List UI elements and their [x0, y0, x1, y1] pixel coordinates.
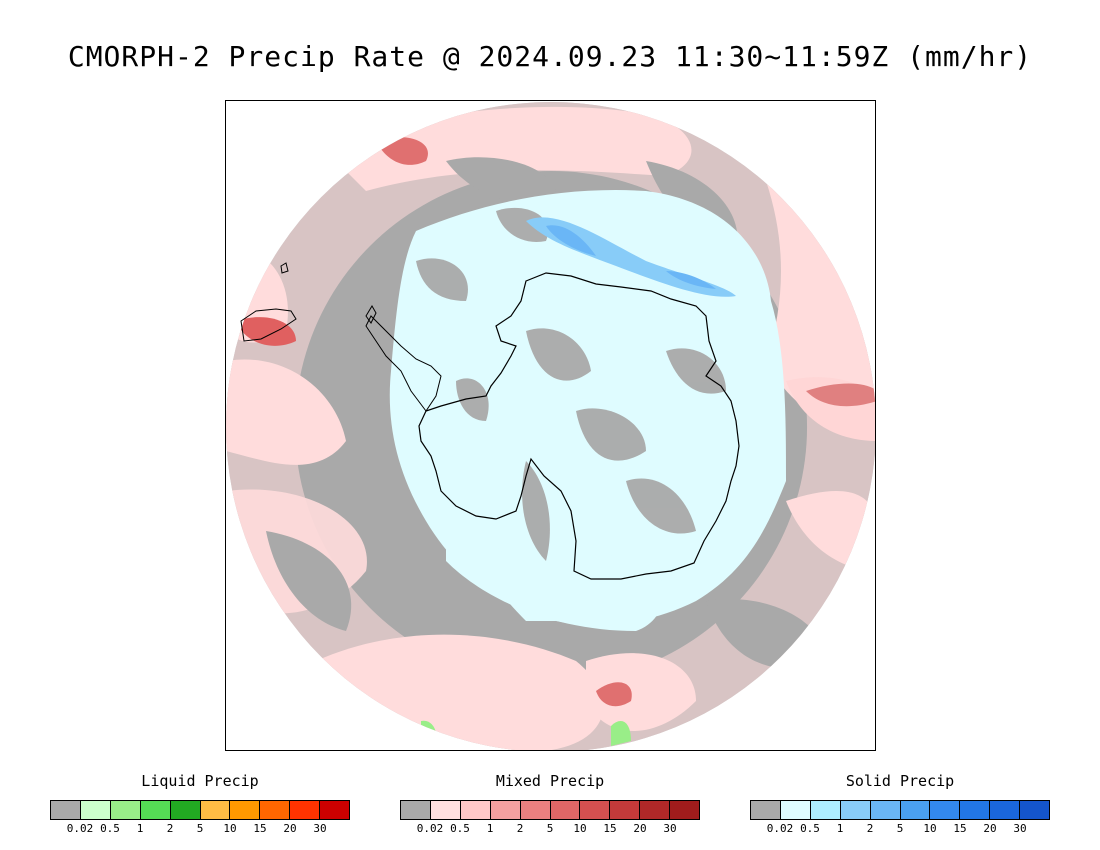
- tick-labels: 0.02 0.5 1 2 5 10 15 20 30: [750, 822, 1050, 836]
- color-swatch: [259, 801, 290, 819]
- color-swatch: [959, 801, 990, 819]
- color-swatch: [199, 801, 230, 819]
- tick-label: 20: [283, 822, 297, 835]
- tick-label: 10: [923, 822, 937, 835]
- color-swatch: [579, 801, 610, 819]
- color-swatch: [429, 801, 460, 819]
- tick-label: 15: [253, 822, 267, 835]
- tick-label: 30: [1013, 822, 1027, 835]
- color-swatch: [489, 801, 520, 819]
- legend-mixed: Mixed Precip 0.02 0.5 1 2 5 10 15 20 30: [400, 772, 700, 836]
- color-swatch: [79, 801, 110, 819]
- tick-label: 1: [486, 822, 494, 835]
- tick-label: 0.5: [450, 822, 470, 835]
- color-swatch: [809, 801, 840, 819]
- tick-label: 20: [983, 822, 997, 835]
- tick-label: 30: [663, 822, 677, 835]
- tick-label: 0.5: [800, 822, 820, 835]
- tick-label: 5: [546, 822, 554, 835]
- color-swatch: [751, 801, 780, 819]
- color-swatch: [609, 801, 640, 819]
- tick-labels: 0.02 0.5 1 2 5 10 15 20 30: [400, 822, 700, 836]
- tick-label: 15: [953, 822, 967, 835]
- color-swatch: [289, 801, 320, 819]
- tick-label: 5: [196, 822, 204, 835]
- tick-label: 2: [166, 822, 174, 835]
- tick-label: 1: [836, 822, 844, 835]
- color-swatch: [989, 801, 1020, 819]
- color-swatch: [929, 801, 960, 819]
- color-swatch: [779, 801, 810, 819]
- tick-label: 2: [866, 822, 874, 835]
- color-swatch: [401, 801, 430, 819]
- tick-label: 1: [136, 822, 144, 835]
- color-swatch: [869, 801, 900, 819]
- legend-title: Liquid Precip: [141, 772, 259, 790]
- tick-label: 0.02: [66, 822, 94, 835]
- tick-labels: 0.02 0.5 1 2 5 10 15 20 30: [50, 822, 350, 836]
- color-swatch: [109, 801, 140, 819]
- color-swatch: [899, 801, 930, 819]
- tick-label: 0.02: [766, 822, 794, 835]
- tick-label: 30: [313, 822, 327, 835]
- legend-liquid: Liquid Precip 0.02 0.5 1 2 5 10 15 20 30: [50, 772, 350, 836]
- tick-label: 0.5: [100, 822, 120, 835]
- tick-label: 5: [896, 822, 904, 835]
- tick-label: 10: [573, 822, 587, 835]
- color-swatch: [839, 801, 870, 819]
- color-swatch: [139, 801, 170, 819]
- color-swatch: [1019, 801, 1050, 819]
- legend-solid: Solid Precip 0.02 0.5 1 2 5 10 15 20 30: [750, 772, 1050, 836]
- color-swatch: [229, 801, 260, 819]
- map-canvas: [226, 102, 875, 750]
- color-swatch: [51, 801, 80, 819]
- color-bar: [400, 800, 700, 820]
- color-bar: [50, 800, 350, 820]
- map-title: CMORPH-2 Precip Rate @ 2024.09.23 11:30~…: [67, 40, 1033, 73]
- legend-title: Mixed Precip: [495, 772, 605, 790]
- precip-field: [226, 102, 875, 750]
- color-swatch: [459, 801, 490, 819]
- tick-label: 15: [603, 822, 617, 835]
- color-swatch: [519, 801, 550, 819]
- color-bar: [750, 800, 1050, 820]
- coastline: [418, 272, 740, 580]
- legend-title: Solid Precip: [845, 772, 955, 790]
- tick-label: 20: [633, 822, 647, 835]
- color-swatch: [319, 801, 350, 819]
- tick-label: 0.02: [416, 822, 444, 835]
- peninsula-coastline: [365, 315, 442, 412]
- color-swatch: [549, 801, 580, 819]
- color-swatch: [669, 801, 700, 819]
- color-swatch: [639, 801, 670, 819]
- tick-label: 10: [223, 822, 237, 835]
- color-swatch: [169, 801, 200, 819]
- south-america-coastline: [240, 308, 297, 342]
- tick-label: 2: [516, 822, 524, 835]
- polar-precip-map: [225, 100, 876, 751]
